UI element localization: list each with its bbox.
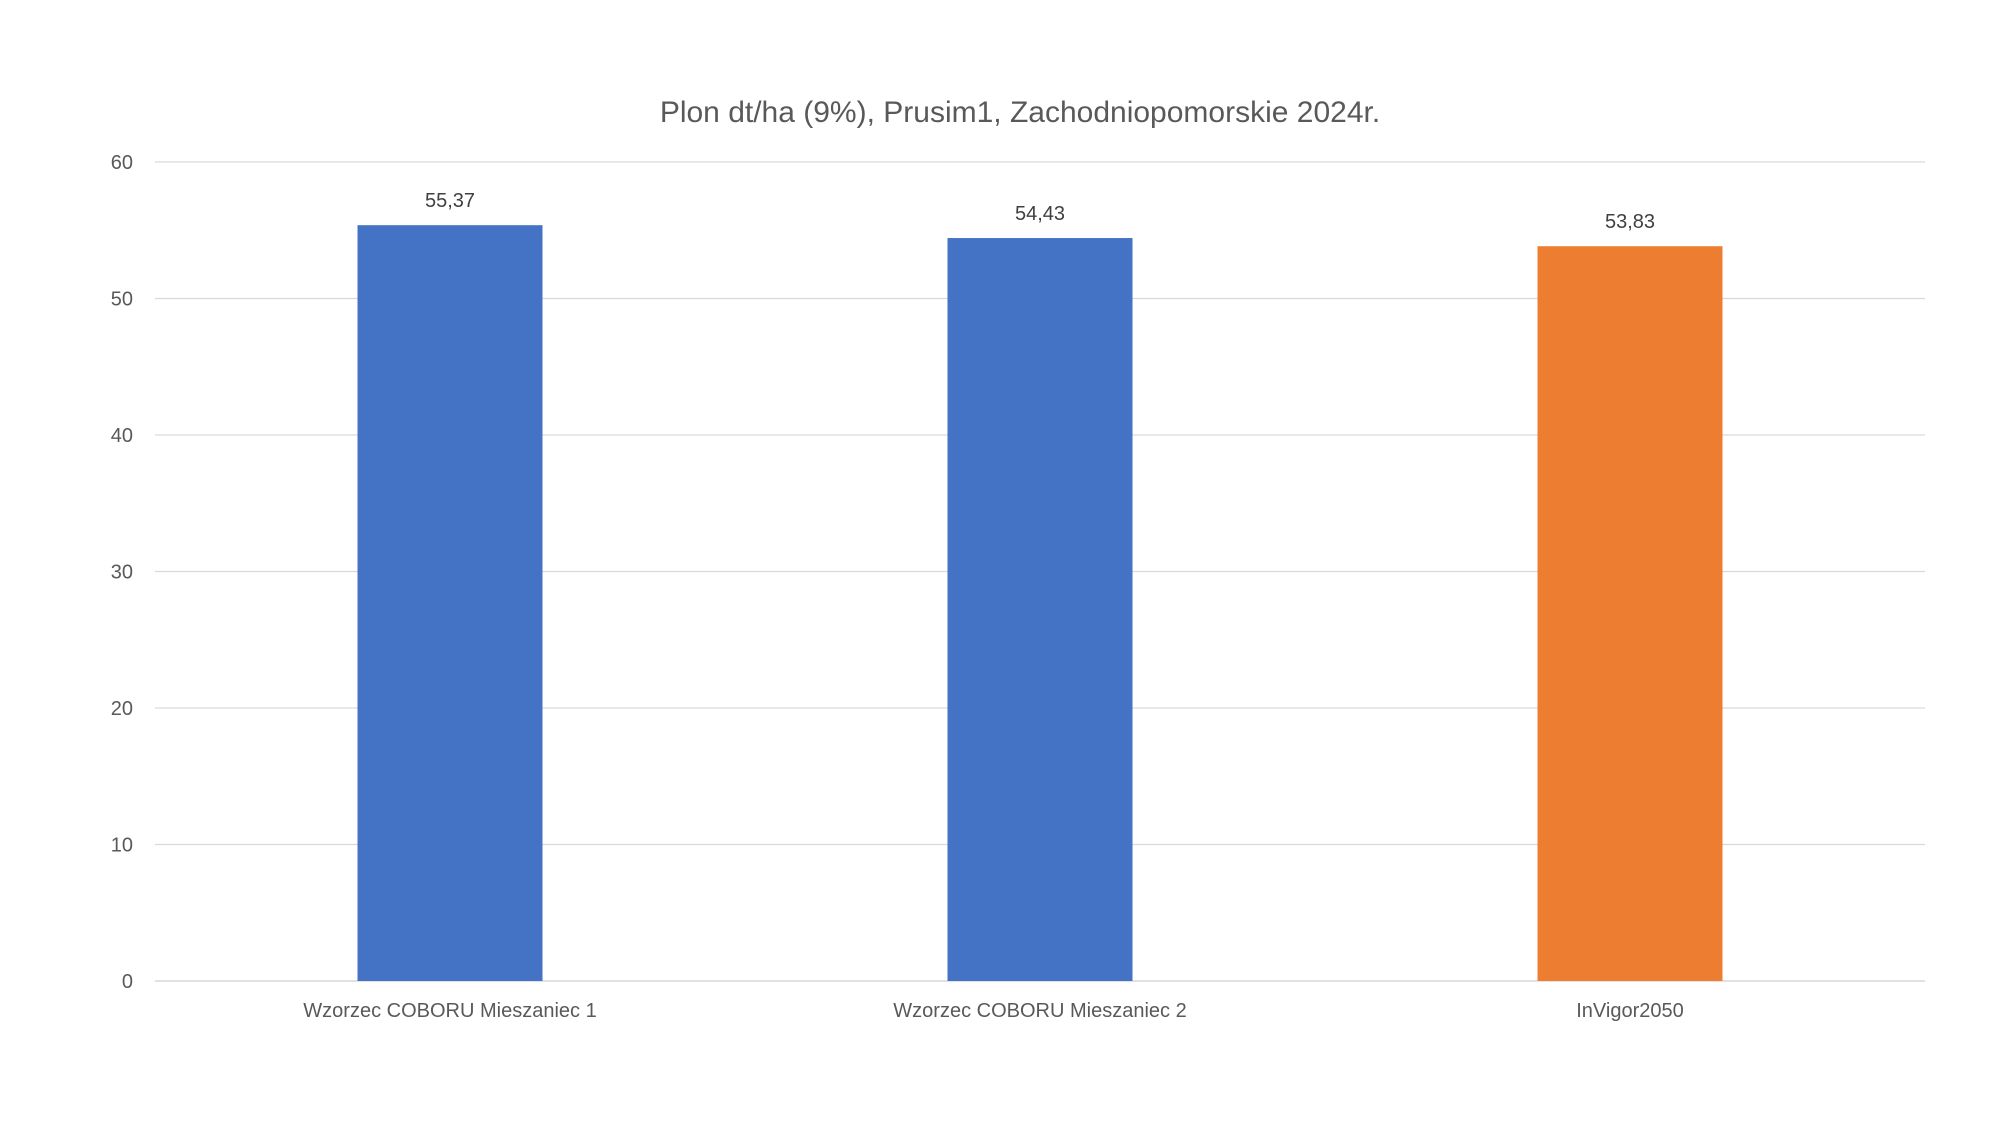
data-label: 55,37 — [425, 190, 475, 212]
y-tick-label: 60 — [111, 152, 133, 174]
data-label: 54,43 — [1015, 203, 1065, 225]
y-axis-ticks: 0 10 20 30 40 50 60 — [111, 152, 133, 993]
chart-title: Plon dt/ha (9%), Prusim1, Zachodniopomor… — [660, 96, 1380, 129]
x-axis-categories: Wzorzec COBORU Mieszaniec 1 Wzorzec COBOR… — [303, 1000, 1683, 1022]
bar-1 — [357, 225, 543, 982]
x-category-label: Wzorzec COBORU Mieszaniec 1 — [303, 1000, 596, 1022]
y-tick-label: 40 — [111, 425, 133, 447]
bar-3 — [1537, 246, 1723, 981]
data-label: 53,83 — [1605, 211, 1655, 233]
bar-2 — [947, 238, 1133, 981]
y-tick-label: 50 — [111, 289, 133, 311]
y-tick-label: 0 — [122, 971, 133, 993]
data-labels: 55,37 54,43 53,83 — [425, 190, 1655, 233]
y-tick-label: 30 — [111, 562, 133, 584]
y-tick-label: 20 — [111, 698, 133, 720]
bars — [357, 225, 1723, 982]
x-category-label: Wzorzec COBORU Mieszaniec 2 — [893, 1000, 1186, 1022]
y-tick-label: 10 — [111, 835, 133, 857]
x-category-label: InVigor2050 — [1576, 1000, 1684, 1022]
